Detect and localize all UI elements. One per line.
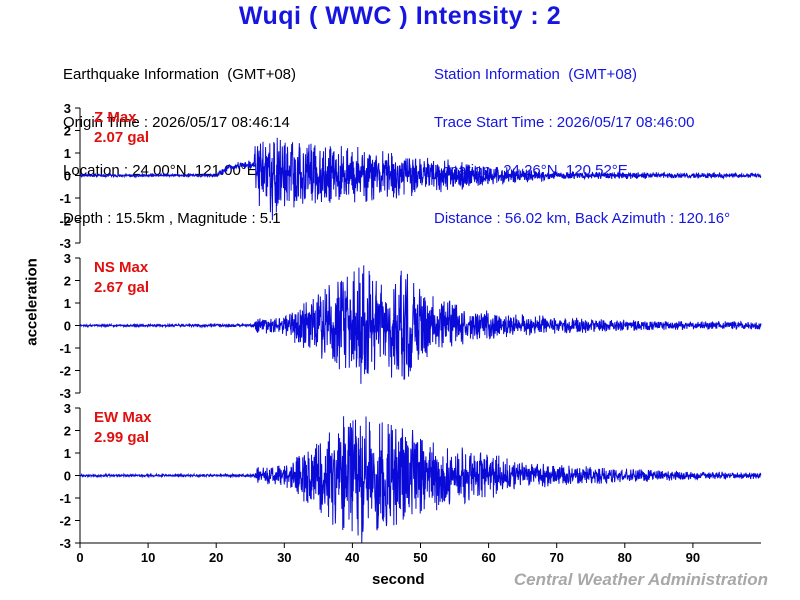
max-label-value: 2.67 gal [94,279,149,296]
x-tick-label: 40 [345,550,359,565]
x-tick-label: 80 [618,550,632,565]
y-tick-label: -1 [59,341,71,356]
station-distance: Distance : 56.02 km, Back Azimuth : 120.… [434,210,731,227]
trace-ew [79,416,762,543]
max-label-name: EW Max [94,409,152,426]
y-tick-label: -1 [59,191,71,206]
x-tick-label: 60 [481,550,495,565]
x-tick-label: 20 [209,550,223,565]
earthquake-info-heading: Earthquake Information (GMT+08) [63,66,297,83]
y-tick-label: 3 [64,101,71,116]
earthquake-info: Earthquake Information (GMT+08) Origin T… [63,35,296,243]
x-axis-label: second [372,571,425,588]
y-tick-label: -3 [59,536,71,551]
max-label-value: 2.07 gal [94,129,149,146]
trace-z [79,137,762,221]
y-tick-label: 1 [64,296,71,311]
x-tick-label: 10 [141,550,155,565]
y-tick-label: 0 [64,169,71,184]
y-tick-label: 1 [64,446,71,461]
trace-start-time: Trace Start Time : 2026/05/17 08:46:00 [434,114,695,131]
y-tick-label: -1 [59,491,71,506]
trace-ns [79,265,762,384]
y-tick-label: 2 [64,124,71,139]
y-tick-label: -2 [59,514,71,529]
x-tick-label: 0 [76,550,83,565]
y-axis-label: acceleration [23,258,41,346]
depth-magnitude: Depth : 15.5km , Magnitude : 5.1 [63,210,281,227]
y-tick-label: 0 [64,469,71,484]
y-tick-label: 2 [64,424,71,439]
y-tick-label: -3 [59,386,71,401]
y-tick-label: 3 [64,401,71,416]
y-tick-label: 1 [64,146,71,161]
y-tick-label: -2 [59,364,71,379]
y-tick-label: 2 [64,274,71,289]
max-label-name: NS Max [94,259,149,276]
y-tick-label: 3 [64,251,71,266]
x-tick-label: 30 [277,550,291,565]
x-tick-label: 70 [549,550,563,565]
origin-time: Origin Time : 2026/05/17 08:46:14 [63,114,290,131]
chart-title: Wuqi ( WWC ) Intensity : 2 [238,2,562,30]
max-label-value: 2.99 gal [94,429,149,446]
agency-watermark: Central Weather Administration [513,570,768,589]
x-tick-label: 50 [413,550,427,565]
x-tick-label: 90 [686,550,700,565]
max-label-name: Z Max [94,109,137,126]
y-tick-label: -3 [59,236,71,251]
station-info-heading: Station Information (GMT+08) [434,66,637,83]
y-tick-label: 0 [64,319,71,334]
y-tick-label: -2 [59,214,71,229]
